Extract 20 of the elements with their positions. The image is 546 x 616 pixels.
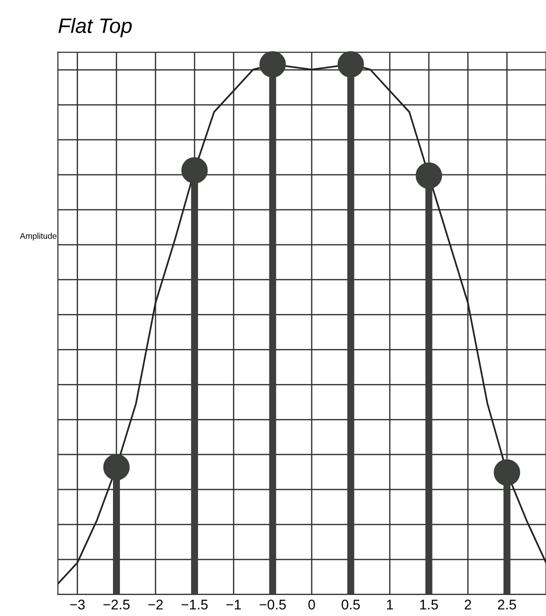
point bbox=[103, 454, 130, 480]
point bbox=[338, 51, 364, 78]
x-tick-label: 1 bbox=[387, 600, 393, 610]
x-tick-label: 0.5 bbox=[342, 600, 360, 610]
x-tick-label: −1.5 bbox=[182, 600, 208, 610]
x-tick-label: −3 bbox=[70, 600, 85, 610]
point bbox=[494, 459, 520, 486]
point bbox=[259, 51, 286, 78]
point bbox=[181, 157, 208, 184]
x-tick-label: −0.5 bbox=[260, 600, 286, 610]
x-tick-label: −2 bbox=[148, 600, 163, 610]
x-tick-label: 2.5 bbox=[498, 600, 516, 610]
x-tick-label: −1 bbox=[226, 600, 241, 610]
chart-title: Flat Top bbox=[58, 18, 132, 38]
x-tick-label: 1.5 bbox=[420, 600, 438, 610]
x-tick-label: 2 bbox=[464, 600, 472, 610]
y-axis-title: Amplitude bbox=[20, 232, 57, 241]
point bbox=[416, 162, 442, 189]
x-tick-label: −2.5 bbox=[103, 600, 130, 610]
x-tick-label: 0 bbox=[308, 600, 316, 610]
